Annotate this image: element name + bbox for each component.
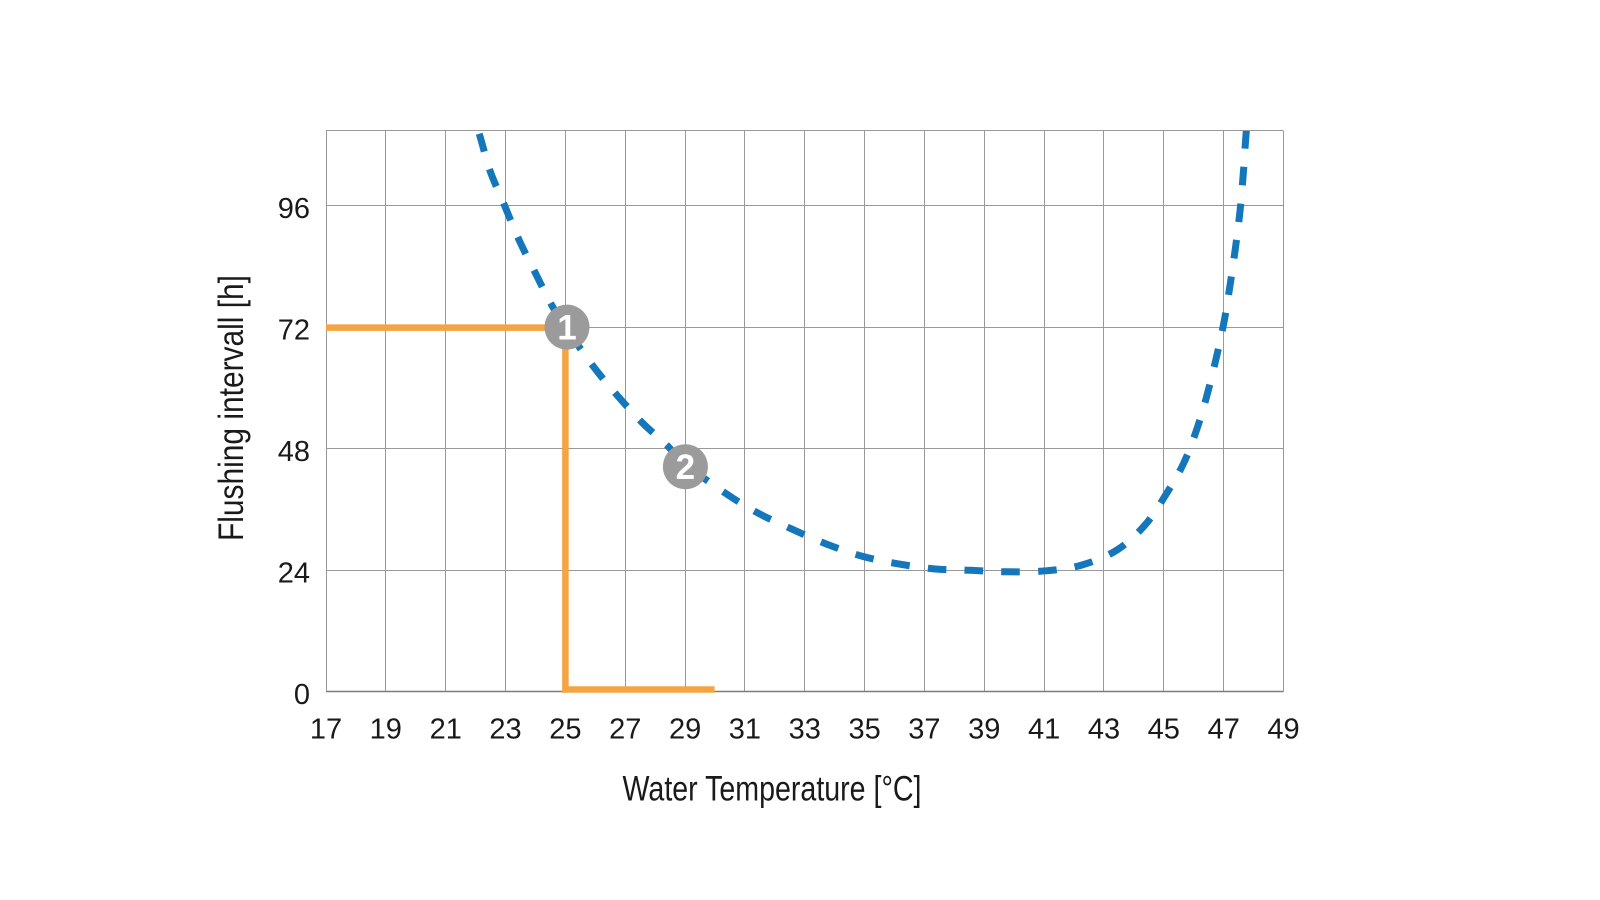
svg-text:39: 39 xyxy=(968,714,1000,746)
svg-text:96: 96 xyxy=(278,193,310,225)
svg-text:0: 0 xyxy=(294,679,310,711)
svg-text:45: 45 xyxy=(1148,714,1180,746)
svg-text:31: 31 xyxy=(729,714,761,746)
svg-text:47: 47 xyxy=(1208,714,1240,746)
svg-text:19: 19 xyxy=(370,714,402,746)
svg-text:24: 24 xyxy=(278,557,310,589)
svg-text:17: 17 xyxy=(310,714,342,746)
svg-text:27: 27 xyxy=(609,714,641,746)
svg-text:33: 33 xyxy=(789,714,821,746)
svg-text:Flushing intervall [h]: Flushing intervall [h] xyxy=(212,275,251,541)
svg-text:48: 48 xyxy=(278,436,310,468)
svg-text:37: 37 xyxy=(908,714,940,746)
svg-text:21: 21 xyxy=(430,714,462,746)
svg-text:1: 1 xyxy=(557,309,576,348)
svg-text:23: 23 xyxy=(489,714,521,746)
svg-text:29: 29 xyxy=(669,714,701,746)
svg-text:35: 35 xyxy=(848,714,880,746)
svg-text:41: 41 xyxy=(1028,714,1060,746)
svg-text:2: 2 xyxy=(676,448,695,487)
svg-text:Water Temperature [°C]: Water Temperature [°C] xyxy=(623,770,922,809)
svg-text:25: 25 xyxy=(549,714,581,746)
svg-text:72: 72 xyxy=(278,314,310,346)
svg-text:43: 43 xyxy=(1088,714,1120,746)
svg-text:49: 49 xyxy=(1267,714,1299,746)
